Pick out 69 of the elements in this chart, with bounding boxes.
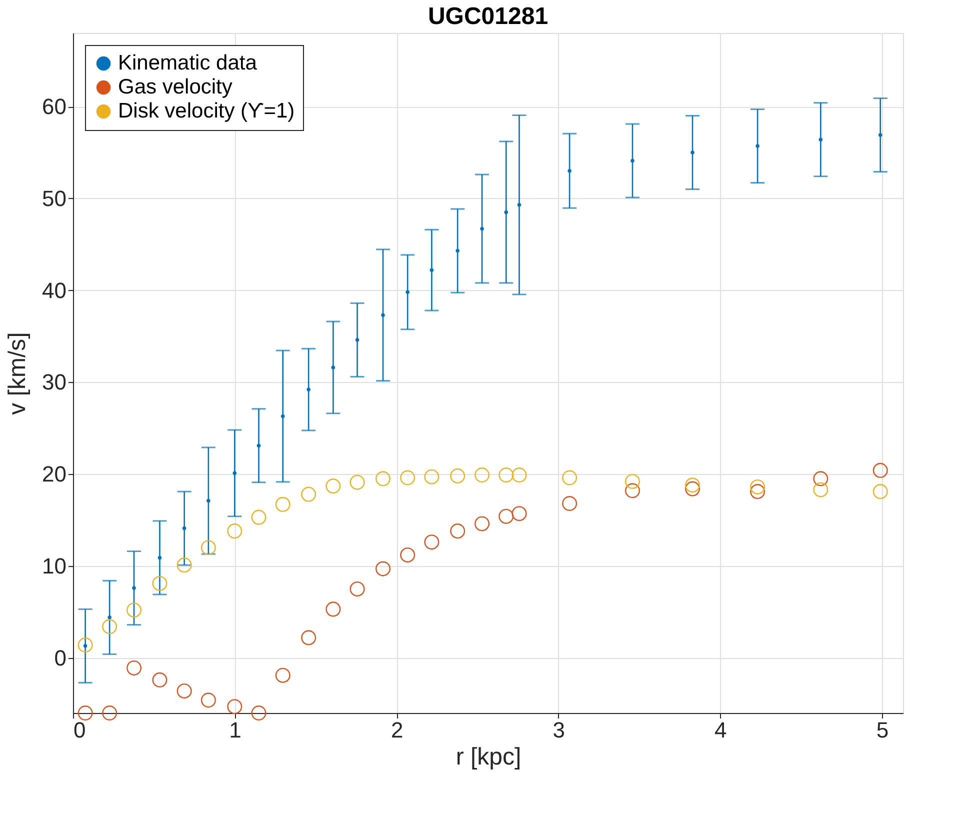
y-tick-label: 20 [42, 462, 66, 487]
point [474, 468, 490, 482]
x-tick-label: 0 [74, 718, 86, 742]
point [685, 481, 700, 496]
legend-label: Gas velocity [118, 76, 233, 98]
point [275, 496, 290, 512]
point [450, 524, 466, 539]
point [562, 496, 578, 511]
point [102, 706, 118, 720]
point [275, 668, 290, 683]
legend-label: Disk velocity (ϒ=1) [118, 100, 295, 122]
point [512, 506, 527, 522]
point [685, 478, 700, 493]
point [376, 561, 390, 576]
point [872, 462, 888, 478]
point [562, 470, 578, 486]
point [400, 470, 416, 486]
y-tick-label: 30 [42, 370, 66, 395]
point [251, 510, 266, 525]
point [200, 540, 216, 556]
x-axis-title: r [kpc] [456, 744, 522, 770]
point [813, 471, 828, 486]
point [227, 699, 242, 714]
point [176, 683, 192, 698]
x-tick-label: 5 [876, 718, 889, 742]
point [624, 483, 640, 498]
point [498, 508, 514, 524]
y-tick-label: 50 [42, 186, 66, 211]
point [152, 576, 168, 591]
point [176, 558, 192, 573]
point [376, 471, 390, 486]
y-tick-label: 0 [54, 645, 66, 670]
point [750, 484, 766, 500]
y-axis-title: v [km/s] [4, 332, 32, 415]
x-tick-label: 2 [390, 718, 404, 742]
point [350, 581, 365, 596]
point [474, 516, 490, 532]
legend-label: Kinematic data [118, 52, 258, 74]
point [227, 524, 242, 539]
point [424, 469, 440, 484]
point [624, 474, 640, 489]
point [750, 479, 766, 494]
point [126, 602, 142, 618]
point [512, 468, 527, 482]
point [152, 672, 168, 688]
chart-title: UGC01281 [428, 3, 548, 30]
point [498, 468, 514, 482]
point [326, 602, 341, 617]
x-tick-label: 4 [714, 718, 727, 742]
point [78, 706, 93, 720]
point [102, 619, 118, 634]
point [400, 547, 416, 562]
x-tick-label: 1 [229, 718, 242, 742]
point [200, 692, 216, 708]
y-tick-label: 40 [42, 278, 66, 303]
x-tick-label: 3 [552, 718, 566, 742]
point [301, 630, 316, 646]
point [450, 468, 466, 484]
point [326, 478, 341, 494]
point [813, 482, 828, 498]
point [424, 534, 440, 550]
point [251, 706, 266, 720]
point [350, 474, 365, 490]
point [872, 484, 888, 500]
y-tick-label: 60 [42, 94, 66, 120]
y-tick-label: 10 [42, 553, 66, 578]
point [126, 660, 142, 676]
point [78, 638, 93, 652]
point [301, 486, 316, 502]
